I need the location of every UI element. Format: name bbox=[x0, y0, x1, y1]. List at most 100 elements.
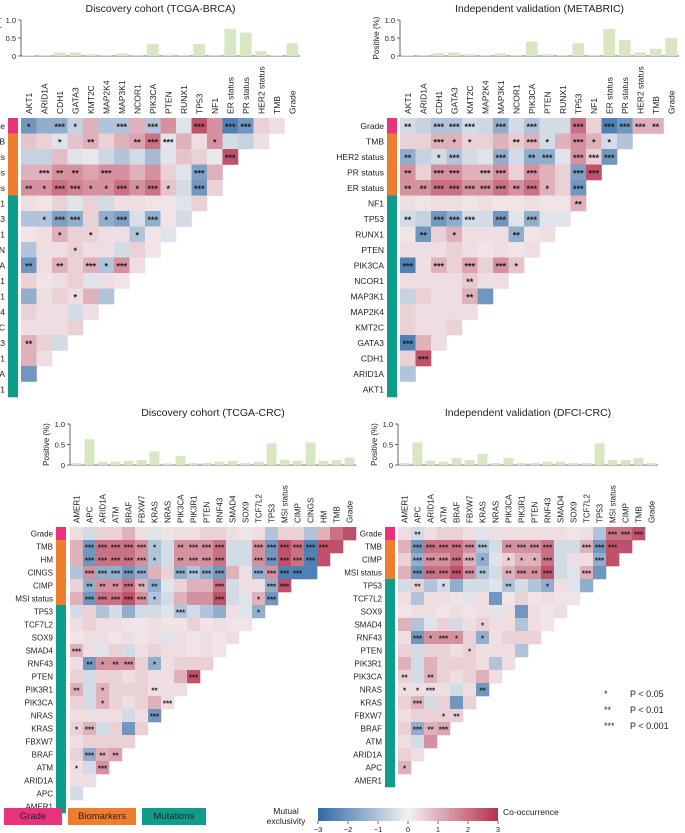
positive-bar bbox=[344, 457, 355, 465]
heatmap-cell bbox=[148, 709, 162, 723]
row-label: AKT1 bbox=[0, 384, 5, 394]
colorbar-tick-label: 0 bbox=[406, 825, 410, 833]
heatmap-cell bbox=[567, 579, 581, 593]
heatmap-cell bbox=[570, 133, 587, 150]
significance-stars: *** bbox=[147, 137, 158, 147]
heatmap-cell bbox=[213, 644, 227, 658]
row-label: MAP2K4 bbox=[0, 307, 5, 317]
significance-stars: *** bbox=[588, 153, 599, 163]
heatmap-cell bbox=[570, 149, 587, 165]
row-group-marker bbox=[385, 774, 395, 788]
heatmap-cell bbox=[570, 195, 587, 212]
heatmap-cell bbox=[213, 592, 227, 606]
heatmap-cell bbox=[446, 149, 463, 165]
heatmap-cell bbox=[36, 319, 53, 336]
positive-bar bbox=[193, 44, 206, 56]
heatmap-cell bbox=[554, 592, 568, 606]
significance-stars: ** bbox=[505, 570, 512, 579]
heatmap-cell bbox=[437, 722, 451, 736]
heatmap-cell bbox=[446, 195, 463, 212]
heatmap-cell bbox=[148, 566, 162, 580]
significance-stars: *** bbox=[280, 570, 290, 579]
significance-stars: *** bbox=[464, 122, 475, 132]
significance-stars: *** bbox=[526, 168, 537, 178]
row-label: TP53 bbox=[34, 608, 54, 617]
heatmap-cell bbox=[148, 618, 162, 632]
row-group-marker bbox=[385, 696, 395, 710]
heatmap-cell bbox=[252, 566, 266, 580]
significance-stars: *** bbox=[293, 557, 303, 566]
row-group-marker bbox=[387, 257, 397, 274]
heatmap-cell bbox=[424, 683, 438, 697]
heatmap-cell bbox=[109, 579, 123, 593]
heatmap-cell bbox=[463, 696, 477, 710]
positive-bar bbox=[22, 55, 35, 56]
significance-stars: ** bbox=[652, 122, 660, 132]
row-group-marker bbox=[8, 149, 18, 165]
positive-bar bbox=[279, 459, 290, 465]
heatmap-cell bbox=[83, 592, 97, 606]
heatmap-cell bbox=[96, 618, 110, 632]
heatmap-cell bbox=[36, 133, 53, 150]
heatmap-cell bbox=[122, 527, 136, 541]
heatmap-cell bbox=[96, 527, 110, 541]
heatmap-cell bbox=[515, 644, 529, 658]
heatmap-cell bbox=[398, 761, 412, 775]
heatmap-cell bbox=[269, 118, 285, 134]
heatmap-cell bbox=[424, 644, 438, 658]
colorbar-tick-label: −2 bbox=[344, 825, 353, 833]
significance-stars: *** bbox=[439, 570, 449, 579]
heatmap-cell bbox=[114, 180, 130, 196]
heatmap-cell bbox=[593, 553, 607, 567]
heatmap-cell bbox=[122, 592, 136, 606]
column-label: AMER1 bbox=[401, 495, 410, 523]
heatmap-cell bbox=[70, 748, 84, 762]
column-label: MSI status bbox=[281, 485, 290, 523]
heatmap-cell bbox=[570, 164, 587, 181]
significance-stars: *** bbox=[433, 122, 444, 132]
significance-stars: *** bbox=[439, 726, 449, 735]
column-label: KRAS bbox=[151, 501, 160, 523]
heatmap-cell bbox=[122, 735, 136, 749]
positive-bar bbox=[240, 462, 251, 465]
significance-stars: *** bbox=[526, 122, 537, 132]
heatmap-cell bbox=[145, 118, 161, 134]
row-group-marker bbox=[8, 335, 18, 351]
positive-bar bbox=[479, 54, 492, 56]
significance-stars: *** bbox=[413, 700, 423, 709]
column-label: MAP2K4 bbox=[101, 80, 111, 114]
significance-stars: *** bbox=[517, 570, 527, 579]
heatmap-cell bbox=[524, 226, 540, 243]
heatmap-cell bbox=[415, 226, 432, 243]
heatmap-cell bbox=[135, 605, 149, 619]
bar-y-tick-label: 0.5 bbox=[385, 34, 395, 43]
row-label: Grade bbox=[360, 121, 384, 131]
heatmap-cell bbox=[96, 761, 110, 775]
heatmap-cell bbox=[493, 149, 509, 165]
positive-bar bbox=[201, 462, 212, 465]
significance-stars: *** bbox=[465, 544, 475, 553]
heatmap-cell bbox=[70, 683, 84, 697]
heatmap-cell bbox=[187, 657, 201, 671]
positive-bar bbox=[255, 51, 268, 56]
significance-stars: ** bbox=[134, 137, 142, 147]
significance-stars: *** bbox=[619, 122, 630, 132]
significance-stars: * bbox=[437, 153, 441, 163]
heatmap-cell bbox=[398, 605, 412, 619]
significance-stars: *** bbox=[124, 570, 134, 579]
positive-bar bbox=[115, 53, 128, 56]
heatmap-cell bbox=[411, 722, 425, 736]
heatmap-cell bbox=[398, 566, 412, 580]
heatmap-cell bbox=[176, 180, 192, 196]
heatmap-cell bbox=[463, 592, 477, 606]
significance-stars: *** bbox=[608, 544, 618, 553]
heatmap-cell bbox=[176, 211, 192, 227]
significance-stars: *** bbox=[194, 122, 205, 132]
significance-stars: ** bbox=[513, 184, 521, 194]
heatmap-cell bbox=[411, 566, 425, 580]
heatmap-cell bbox=[36, 118, 53, 134]
heatmap-cell bbox=[187, 618, 201, 632]
heatmap-cell bbox=[98, 211, 115, 227]
heatmap-cell bbox=[398, 670, 412, 684]
sig-stars-1: * bbox=[604, 689, 608, 699]
